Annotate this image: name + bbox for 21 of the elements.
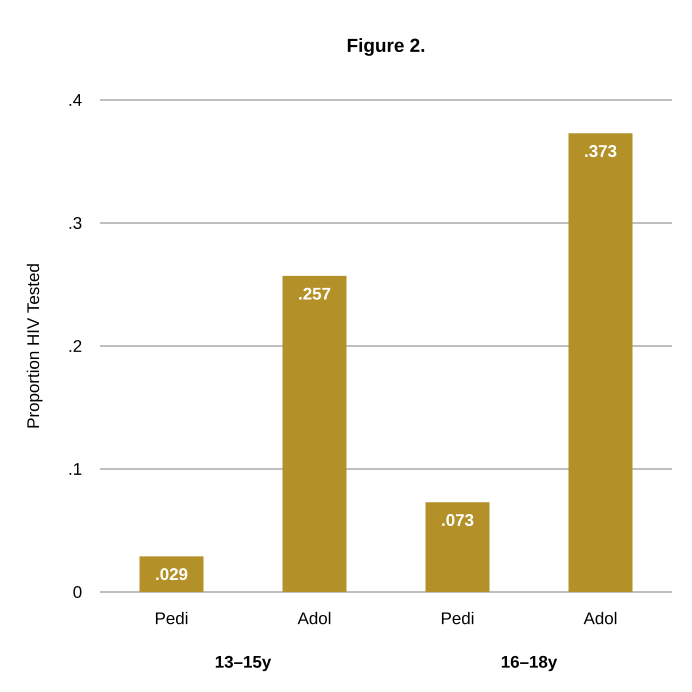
y-tick-label: .2 xyxy=(70,340,82,352)
x-tick-label: Adol xyxy=(584,612,616,624)
data-label: .373 xyxy=(585,145,616,158)
bar xyxy=(568,133,633,592)
bar xyxy=(140,556,204,592)
y-tick-label: .1 xyxy=(70,463,82,475)
chart-title: Figure 2. xyxy=(348,38,424,56)
data-label: .257 xyxy=(299,288,330,300)
y-tick-label: 0 xyxy=(73,586,82,598)
text: 13–15y xyxy=(216,656,272,672)
y-axis-title: Proportion HIV Tested xyxy=(26,264,43,428)
data-label: .029 xyxy=(156,568,188,580)
x-tick-label: Adol xyxy=(298,612,330,624)
text: 16–18y xyxy=(502,656,558,672)
x-tick-label: Pedi xyxy=(156,612,188,624)
y-tick-label: .4 xyxy=(70,94,82,106)
bar xyxy=(426,502,490,592)
bar xyxy=(282,276,346,592)
y-tick-label: .3 xyxy=(70,217,82,229)
x-tick-label: Pedi xyxy=(442,612,474,624)
data-label: .073 xyxy=(442,514,474,526)
